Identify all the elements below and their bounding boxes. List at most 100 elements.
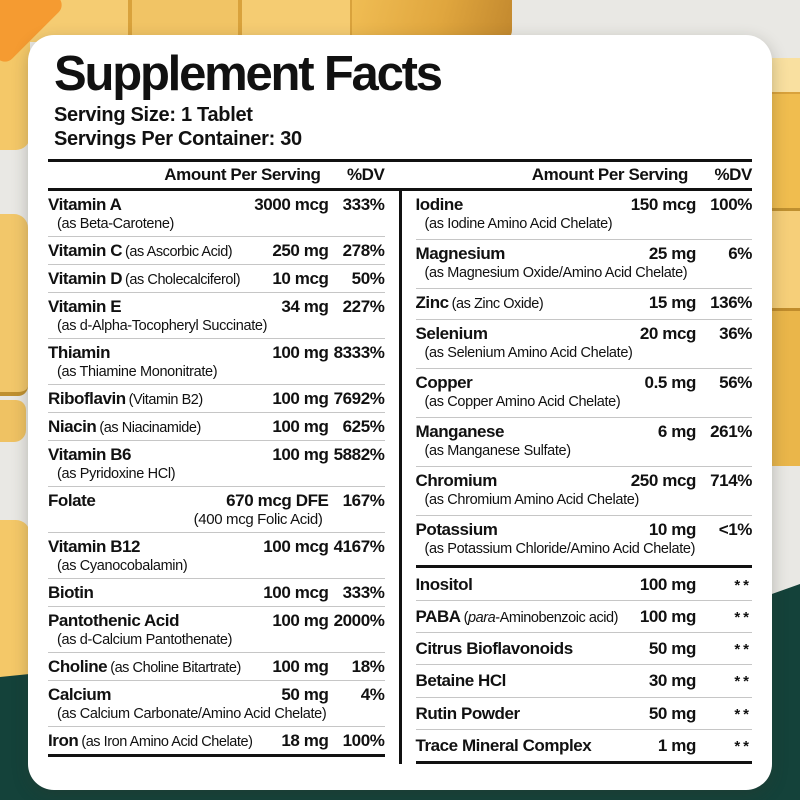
nutrient-row: Iodine 150 mcg 100% (as Iodine Amino Acid C… <box>416 191 753 239</box>
nutrient-row: Thiamin 100 mg 8333% (as Thiamine Mononitra… <box>48 338 385 384</box>
page-title: Supplement Facts <box>54 47 443 101</box>
nutrient-name: PABA <box>415 607 462 627</box>
nutrient-name: Calcium <box>48 685 111 705</box>
nutrient-amount: 6 mg <box>657 422 696 442</box>
nutrient-row-line: Iodine 150 mcg 100% <box>416 195 753 215</box>
nutrient-row-line: Pantothenic Acid 100 mg 2000% <box>48 611 385 631</box>
nutrient-row: Betaine HCl 30 mg ** <box>415 664 752 696</box>
nutrient-name: Vitamin A <box>48 194 122 214</box>
tablet-shape <box>0 520 30 678</box>
nutrient-detail: (as Magnesium Oxide/Amino Acid Chelate) <box>424 265 688 282</box>
amount-per-serving-header: Amount Per Serving <box>531 164 689 184</box>
nutrient-row: Pantothenic Acid 100 mg 2000% (as d-Calcium… <box>48 605 385 652</box>
percent-dv-header: %DV <box>346 164 385 184</box>
thick-rule <box>48 187 752 191</box>
nutrient-amount: 25 mg <box>648 244 697 263</box>
nutrient-daily-value: 136% <box>710 293 752 313</box>
nutrient-detail: (para-Aminobenzoic acid) <box>463 610 619 627</box>
nutrient-amount: 670 mcg DFE <box>226 491 329 511</box>
nutrient-daily-value: ** <box>734 609 752 627</box>
table-header-row: Amount Per Serving %DV Amount Per Servin… <box>48 165 752 188</box>
nutrient-detail: (as d-Alpha-Tocopheryl Succinate) <box>57 318 268 335</box>
nutrient-amount: 250 mcg <box>630 471 697 491</box>
nutrient-name: Betaine HCl <box>415 671 507 691</box>
nutrient-detail: (as Pyridoxine HCl) <box>57 466 176 483</box>
nutrient-amount: 100 mcg <box>263 582 329 602</box>
nutrient-amount: 100 mg <box>272 445 329 465</box>
nutrient-detail: (as Iodine Amino Acid Chelate) <box>424 216 613 232</box>
nutrient-row-line: Iron (as Iron Amino Acid Chelate) 18 mg 100… <box>48 731 385 751</box>
nutrient-daily-value: 4167% <box>333 536 385 556</box>
nutrient-sub-amount: (400 mcg Folic Acid) <box>193 511 323 529</box>
nutrient-detail: (as Calcium Carbonate/Amino Acid Chelate… <box>57 706 327 723</box>
nutrient-amount: 100 mg <box>272 657 329 677</box>
nutrient-name: Chromium <box>415 471 498 491</box>
nutrient-detail: (as Niacinamide) <box>99 420 201 437</box>
nutrient-row: Niacin (as Niacinamide) 100 mg 625% <box>48 412 385 440</box>
nutrient-daily-value: 261% <box>710 422 752 442</box>
nutrient-name: Biotin <box>48 582 94 602</box>
nutrient-row: Iron (as Iron Amino Acid Chelate) 18 mg 100… <box>48 726 385 754</box>
nutrient-daily-value: 2000% <box>333 610 385 630</box>
nutrient-name: Manganese <box>415 422 505 442</box>
nutrient-row-line: Zinc (as Zinc Oxide) 15 mg 136% <box>416 293 753 313</box>
nutrient-detail: (as d-Calcium Pantothenate) <box>57 632 233 649</box>
nutrient-row-line: Potassium 10 mg <1% <box>416 520 753 540</box>
nutrient-row: Vitamin D (as Cholecalciferol) 10 mcg 50% <box>48 264 385 292</box>
nutrient-detail: (as Choline Bitartrate) <box>110 660 241 677</box>
nutrient-amount: 100 mcg <box>263 536 329 556</box>
nutrient-name: Choline <box>48 657 108 677</box>
nutrient-daily-value: 333% <box>342 582 385 602</box>
nutrient-amount: 100 mg <box>639 575 697 595</box>
nutrient-daily-value: 50% <box>351 269 385 289</box>
nutrient-row: Vitamin B12 100 mcg 4167% (as Cyanocobalami… <box>48 531 385 578</box>
nutrient-section: Iodine 150 mcg 100% (as Iodine Amino Acid C… <box>415 191 753 564</box>
nutrient-name: Thiamin <box>48 343 111 363</box>
nutrient-row-line: Citrus Bioflavonoids 50 mg ** <box>416 639 753 659</box>
nutrient-amount: 10 mcg <box>272 269 329 289</box>
nutrient-daily-value: ** <box>734 673 752 691</box>
nutrient-row-line: PABA (para-Aminobenzoic acid) 100 mg ** <box>416 607 753 627</box>
nutrient-daily-value: 278% <box>342 241 385 260</box>
nutrient-amount: 250 mg <box>272 241 329 260</box>
nutrient-amount: 30 mg <box>648 671 697 691</box>
nutrient-row: Inositol 100 mg ** <box>416 569 753 600</box>
nutrients-column-left: Vitamin A 3000 mcg 333% (as Beta-Carotene) V… <box>48 191 385 764</box>
nutrient-detail: (as Cholecalciferol) <box>125 272 241 289</box>
nutrient-name: Niacin <box>48 417 97 437</box>
nutrient-daily-value: 36% <box>719 324 752 344</box>
nutrient-row: Zinc (as Zinc Oxide) 15 mg 136% <box>415 288 753 319</box>
nutrient-name: Vitamin B12 <box>48 536 141 556</box>
supplement-facts-label: Supplement Facts Serving Size: 1 Tablet … <box>28 35 772 790</box>
nutrients-table: Vitamin A 3000 mcg 333% (as Beta-Carotene) V… <box>48 190 753 764</box>
nutrient-amount: 50 mg <box>648 703 697 723</box>
nutrient-row-line: Chromium 250 mcg 714% <box>416 471 753 491</box>
nutrient-row: Vitamin C (as Ascorbic Acid) 250 mg 278% <box>48 236 385 264</box>
nutrient-daily-value: 4% <box>360 685 385 705</box>
nutrient-row-line: Manganese 6 mg 261% <box>416 422 753 442</box>
nutrient-section: Inositol 100 mg ** PABA (para-Aminobenzoic a… <box>415 569 753 760</box>
nutrient-daily-value: ** <box>734 705 752 723</box>
nutrient-name: Folate <box>48 491 96 511</box>
nutrient-row: Copper 0.5 mg 56% (as Copper Amino Acid Che… <box>415 368 752 417</box>
nutrient-row-line: Vitamin A 3000 mcg 333% <box>48 195 385 215</box>
nutrient-detail: (as Copper Amino Acid Chelate) <box>424 394 621 411</box>
nutrient-row: Rutin Powder 50 mg ** <box>415 696 752 729</box>
nutrient-name: Trace Mineral Complex <box>415 735 592 755</box>
nutrient-name: Vitamin D <box>48 269 123 289</box>
nutrient-name: Vitamin B6 <box>48 445 132 465</box>
nutrient-row-line: Vitamin C (as Ascorbic Acid) 250 mg 278% <box>48 241 385 261</box>
nutrient-row-line: Selenium 20 mcg 36% <box>416 324 753 344</box>
nutrient-row-line: Inositol 100 mg ** <box>416 575 753 595</box>
nutrient-amount: 10 mg <box>648 520 697 540</box>
nutrient-row: PABA (para-Aminobenzoic acid) 100 mg ** <box>415 600 753 632</box>
nutrient-daily-value: 167% <box>342 491 385 511</box>
nutrient-detail: (as Chromium Amino Acid Chelate) <box>424 492 640 509</box>
nutrient-amount: 50 mg <box>281 685 329 705</box>
nutrient-daily-value: 6% <box>728 244 752 263</box>
nutrient-row-line: Niacin (as Niacinamide) 100 mg 625% <box>48 417 385 437</box>
nutrient-daily-value: 227% <box>342 297 385 317</box>
nutrient-name: Copper <box>415 373 473 393</box>
nutrient-row-line: Calcium 50 mg 4% <box>48 685 385 705</box>
nutrient-row: Calcium 50 mg 4% (as Calcium Carbonate/Amin… <box>48 680 385 726</box>
